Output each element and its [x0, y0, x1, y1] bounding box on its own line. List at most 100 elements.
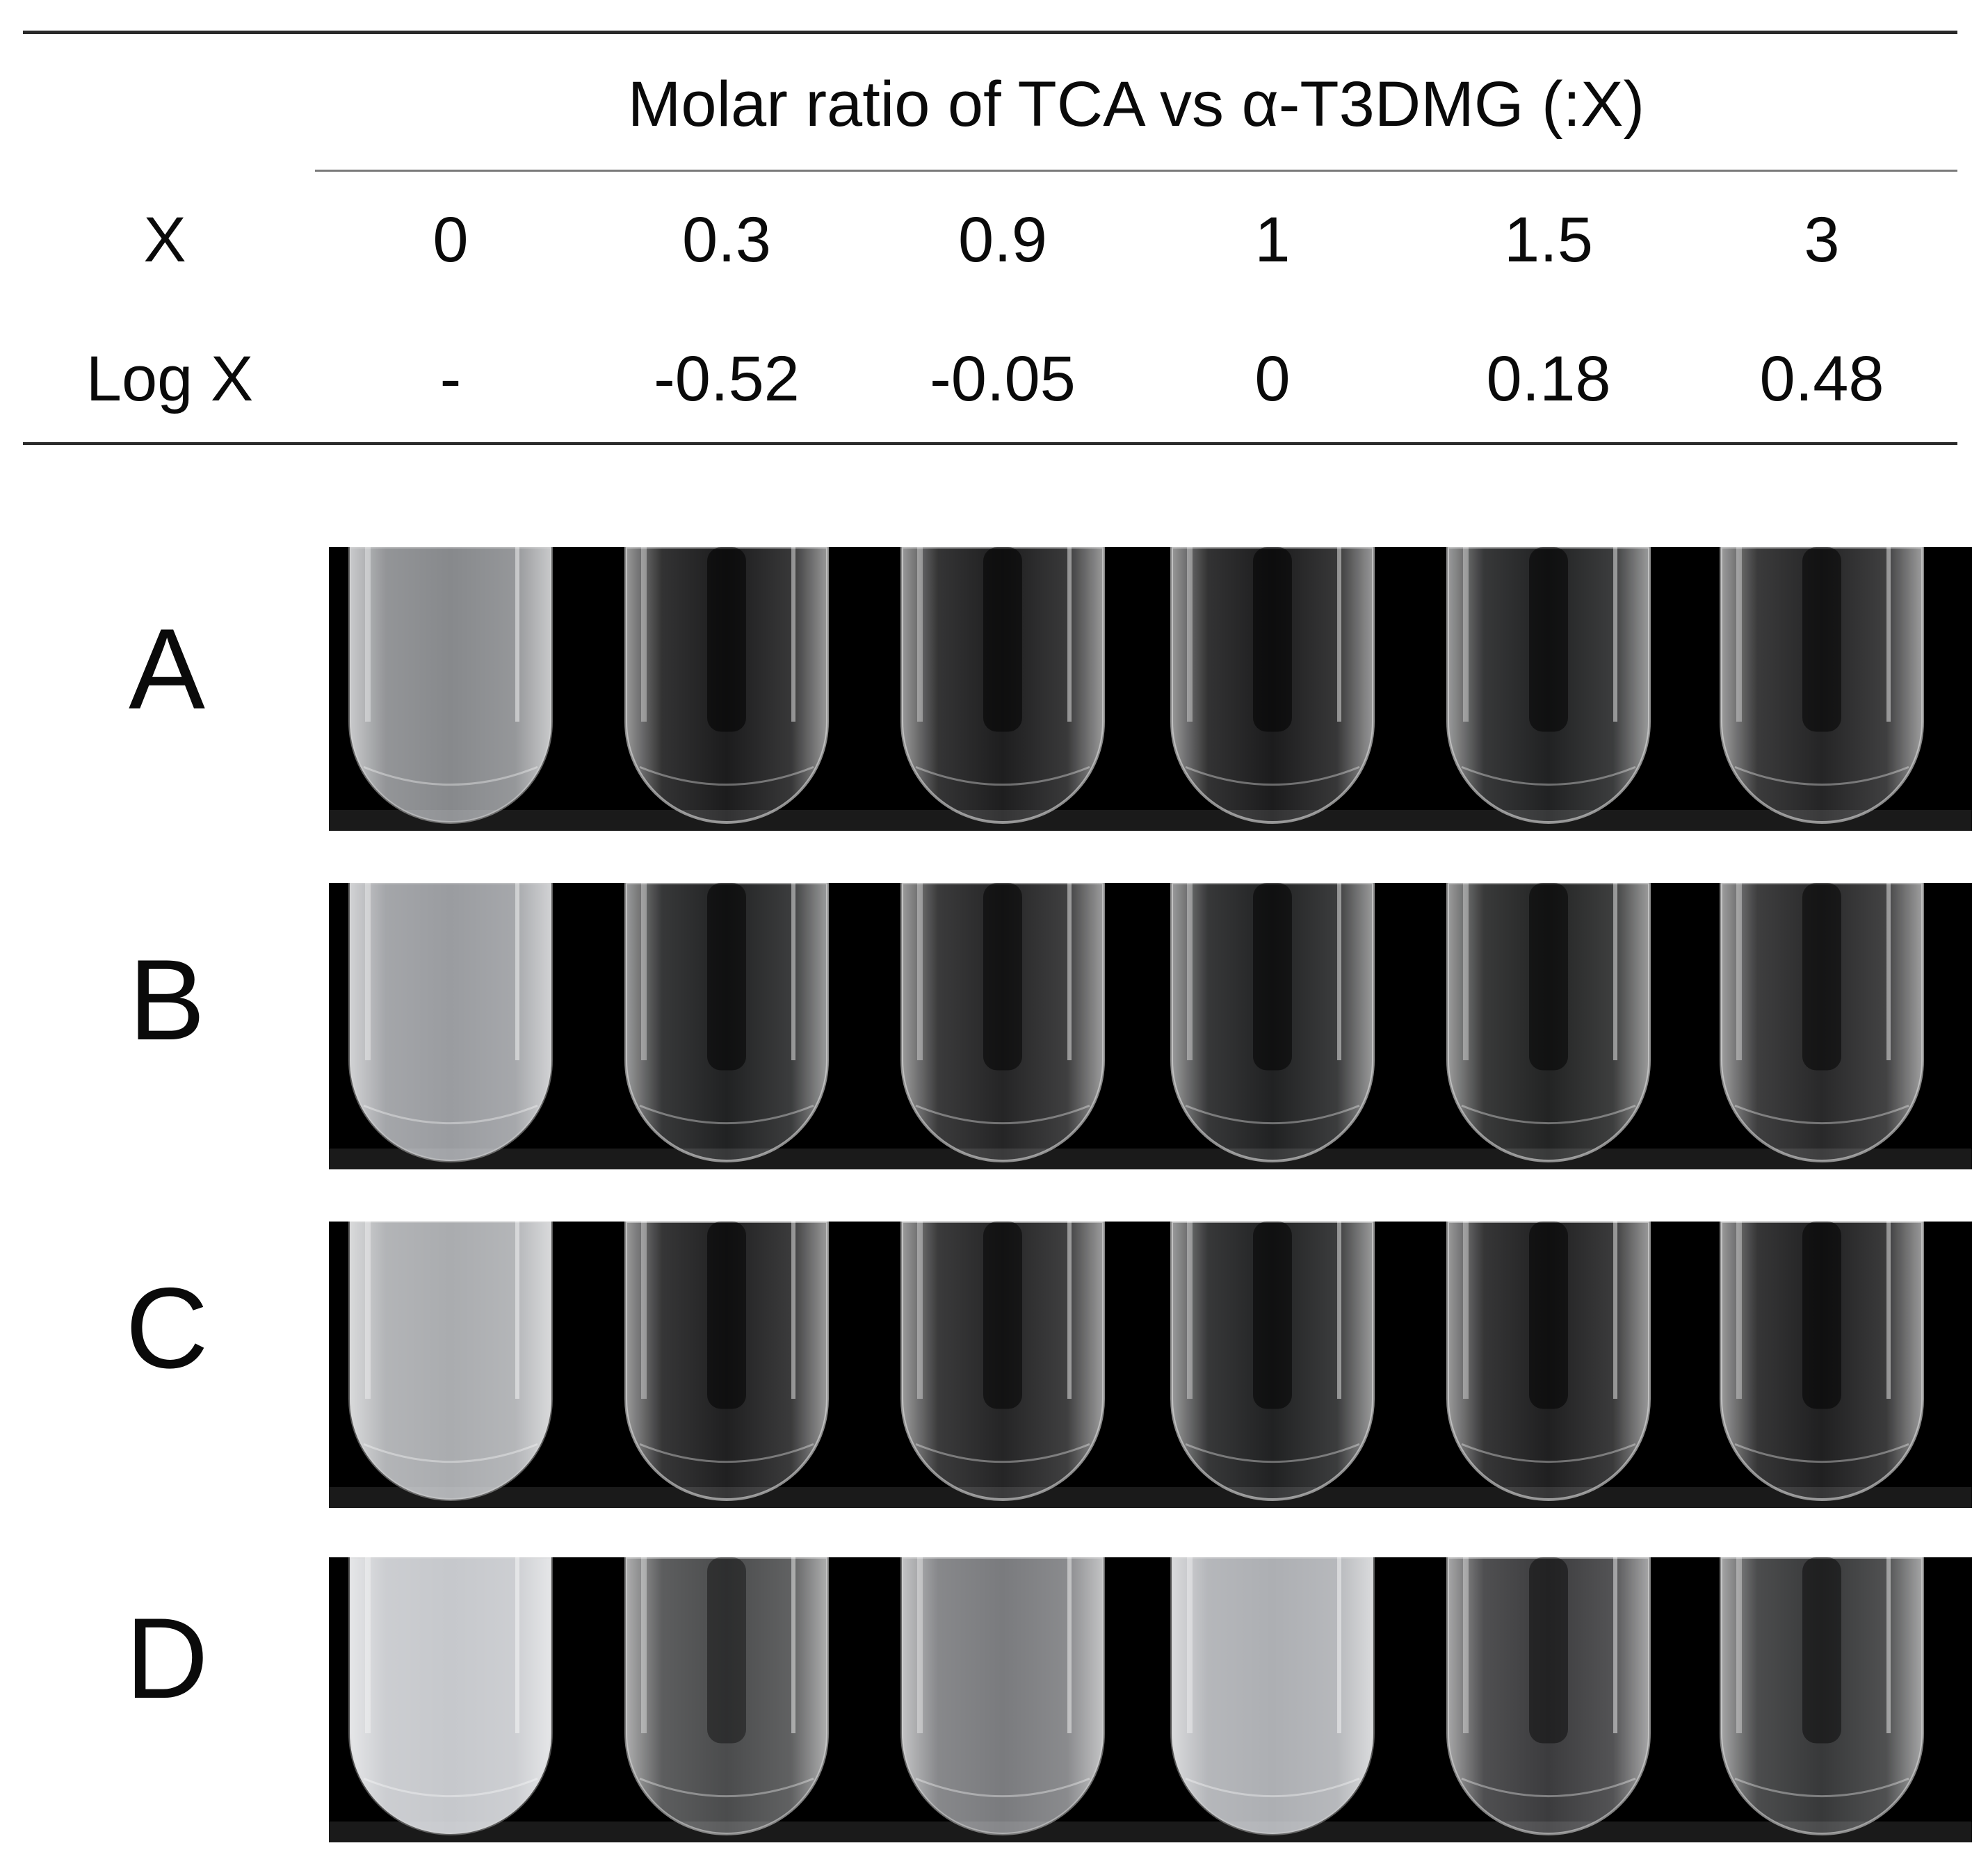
panel-label-b: B	[128, 936, 206, 1064]
tube-outline	[1170, 1557, 1375, 1835]
tube-meniscus	[915, 1777, 1090, 1798]
test-tube-1	[348, 1557, 553, 1835]
tube-glint-right	[791, 547, 795, 722]
tube-glint-left	[917, 547, 923, 722]
test-tube-3	[900, 883, 1105, 1162]
tube-glint-right	[1613, 547, 1617, 722]
test-tube-2	[624, 547, 829, 824]
tube-glint-right	[515, 1557, 519, 1733]
tube-photo-c	[329, 1222, 1972, 1508]
test-tube-5	[1446, 547, 1651, 824]
test-tube-2	[624, 883, 829, 1162]
log-x-value-5: 0.18	[1486, 343, 1611, 414]
tube-inner-core	[1802, 547, 1841, 732]
test-tube-1	[348, 1222, 553, 1501]
table-bottom-rule	[23, 442, 1957, 445]
tube-rack-edge	[329, 1487, 1972, 1508]
tube-photo-d	[329, 1557, 1972, 1842]
log-x-value-3: -0.05	[930, 343, 1076, 414]
test-tube-3	[900, 1557, 1105, 1835]
tube-glint-left	[1736, 1557, 1742, 1733]
tube-outline	[1720, 883, 1924, 1162]
tube-glint-right	[1067, 547, 1072, 722]
tube-outline	[1720, 547, 1924, 824]
tube-photo-b	[329, 883, 1972, 1169]
photo-background	[329, 1557, 1972, 1842]
panel-label-c: C	[125, 1264, 209, 1392]
tube-glint-right	[1337, 1557, 1341, 1733]
tube-inner-core	[1529, 1222, 1568, 1409]
table-top-rule	[23, 31, 1957, 34]
tube-glass-highlight	[350, 1222, 551, 1500]
tube-glint-left	[1736, 547, 1742, 722]
tube-outline	[348, 1557, 553, 1835]
test-tube-2	[624, 1557, 829, 1835]
panel-label-d: D	[125, 1594, 209, 1722]
tube-meniscus	[363, 765, 538, 786]
tube-glint-right	[515, 1222, 519, 1399]
tube-inner-core	[1802, 1222, 1841, 1409]
tube-meniscus	[1185, 1777, 1360, 1798]
tube-glint-left	[365, 883, 371, 1060]
tube-glint-right	[791, 1222, 795, 1399]
tube-glass-highlight	[902, 1222, 1104, 1500]
test-tube-1	[348, 547, 553, 824]
x-value-4: 1	[1254, 204, 1291, 275]
tube-glint-right	[1613, 1222, 1617, 1399]
x-value-5: 1.5	[1504, 204, 1593, 275]
tube-glint-left	[1187, 1557, 1193, 1733]
tube-meniscus	[1461, 1104, 1636, 1125]
photo-panel-d	[329, 1557, 1972, 1842]
tube-outline	[1446, 1557, 1651, 1835]
tube-inner-core	[1529, 883, 1568, 1071]
tube-glint-left	[1187, 1222, 1193, 1399]
tube-glint-left	[1463, 1557, 1469, 1733]
tube-meniscus	[915, 765, 1090, 786]
tube-glint-left	[641, 547, 647, 722]
panel-label-a: A	[128, 605, 206, 733]
tube-glint-left	[365, 1557, 371, 1733]
tube-glint-left	[1736, 883, 1742, 1060]
tube-meniscus	[1185, 765, 1360, 786]
table-header: Molar ratio of TCA vs α-T3DMG (:X)	[627, 69, 1645, 140]
row-label-log-x: Log X	[86, 343, 254, 414]
tube-inner-core	[1802, 1557, 1841, 1744]
test-tube-3	[900, 547, 1105, 824]
table-row-log-x: Log X - -0.52 -0.05 0 0.18 0.48	[0, 341, 1988, 417]
tube-glint-right	[1886, 1222, 1891, 1399]
table-row-x: X 0 0.3 0.9 1 1.5 3	[0, 202, 1988, 278]
tube-glint-right	[1337, 547, 1341, 722]
log-x-value-4: 0	[1254, 343, 1291, 414]
test-tube-5	[1446, 883, 1651, 1162]
x-value-2: 0.3	[682, 204, 771, 275]
tube-outline	[1170, 547, 1375, 824]
tube-inner-core	[1253, 1222, 1292, 1409]
test-tube-1	[348, 883, 553, 1162]
test-tube-2	[624, 1222, 829, 1501]
tube-inner-core	[1529, 547, 1568, 732]
test-tube-4	[1170, 547, 1375, 824]
test-tube-5	[1446, 1222, 1651, 1501]
test-tube-4	[1170, 1557, 1375, 1835]
tube-meniscus	[1461, 1777, 1636, 1798]
tube-meniscus	[1185, 1104, 1360, 1125]
tube-glint-right	[1067, 1557, 1072, 1733]
tube-inner-core	[707, 547, 746, 732]
tube-meniscus	[363, 1777, 538, 1798]
tube-glint-left	[917, 1557, 923, 1733]
tube-inner-core	[1253, 883, 1292, 1071]
tube-outline	[348, 883, 553, 1162]
tube-glass-highlight	[350, 547, 551, 822]
tube-inner-core	[707, 1222, 746, 1409]
tube-glint-left	[365, 547, 371, 722]
tube-inner-core	[983, 1222, 1022, 1409]
tube-glint-right	[1337, 1222, 1341, 1399]
tube-glass-highlight	[902, 1557, 1104, 1834]
tube-glint-left	[917, 883, 923, 1060]
tube-glass-highlight	[1721, 547, 1923, 822]
tube-outline	[348, 1222, 553, 1501]
tube-glass-highlight	[1721, 1557, 1923, 1834]
tube-outline	[900, 547, 1105, 824]
tube-glint-left	[917, 1222, 923, 1399]
tube-meniscus	[1185, 1443, 1360, 1463]
